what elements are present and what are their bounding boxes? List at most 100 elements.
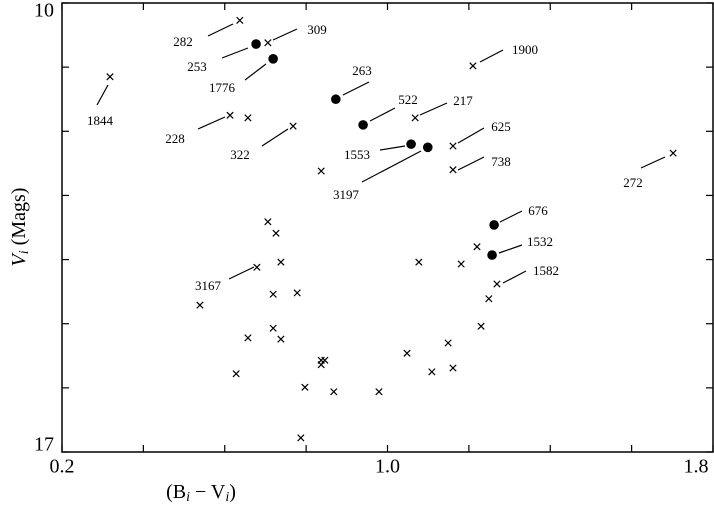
x-label-part: ) bbox=[229, 481, 236, 503]
cross-point bbox=[403, 349, 411, 357]
point-label: 1582 bbox=[533, 263, 559, 278]
cross-point bbox=[411, 114, 419, 122]
cross-point bbox=[449, 142, 457, 150]
cross-point bbox=[493, 280, 501, 288]
cross-point bbox=[449, 166, 457, 174]
cross-point bbox=[269, 290, 277, 298]
point-label: 1532 bbox=[527, 234, 553, 249]
dot-point bbox=[268, 54, 278, 64]
dot-point bbox=[251, 39, 261, 49]
point-label: 1844 bbox=[87, 113, 114, 128]
label-leader bbox=[502, 270, 527, 284]
x-label-part: − V bbox=[190, 481, 226, 503]
cross-point bbox=[444, 339, 452, 347]
dot-point bbox=[422, 142, 433, 153]
point-label: 253 bbox=[187, 59, 207, 74]
label-leader bbox=[369, 107, 396, 122]
point-label: 1553 bbox=[344, 147, 370, 162]
point-label: 676 bbox=[528, 203, 548, 218]
y-tick-label: 10 bbox=[34, 0, 54, 22]
label-leader bbox=[96, 84, 109, 106]
point-label: 738 bbox=[491, 154, 511, 169]
label-leader bbox=[640, 156, 666, 169]
point-label: 1776 bbox=[209, 80, 236, 95]
y-label-part: i bbox=[17, 250, 32, 254]
label-leader bbox=[197, 116, 226, 130]
label-leader bbox=[498, 244, 523, 254]
point-label: 309 bbox=[307, 22, 327, 37]
cross-point bbox=[375, 388, 383, 396]
cross-point bbox=[244, 114, 252, 122]
label-leader bbox=[457, 127, 485, 144]
x-label-part: i bbox=[225, 490, 229, 505]
x-label-part: (B bbox=[166, 481, 186, 503]
point-label: 3197 bbox=[333, 187, 360, 202]
cross-point bbox=[330, 388, 338, 396]
y-axis-label: Vi (Mags) bbox=[8, 188, 33, 267]
cross-point bbox=[236, 16, 244, 24]
cross-point bbox=[264, 39, 272, 47]
label-leader bbox=[379, 145, 406, 151]
cross-point bbox=[277, 335, 285, 343]
cross-point bbox=[428, 368, 436, 376]
cross-point bbox=[232, 370, 240, 378]
y-label-part: (Mags) bbox=[8, 188, 30, 251]
x-label-part: i bbox=[186, 490, 190, 505]
label-leader bbox=[272, 28, 298, 41]
label-leader bbox=[499, 210, 523, 223]
label-leader bbox=[342, 81, 370, 96]
point-label: 1900 bbox=[512, 42, 538, 57]
cross-point bbox=[269, 324, 277, 332]
point-label: 272 bbox=[623, 175, 643, 190]
label-leader bbox=[228, 266, 255, 280]
cross-point bbox=[293, 289, 301, 297]
cross-point bbox=[297, 434, 305, 442]
cross-point bbox=[244, 334, 252, 342]
cross-point bbox=[477, 322, 485, 330]
cross-point bbox=[317, 167, 325, 175]
cross-point bbox=[253, 263, 261, 271]
y-label-part: V bbox=[8, 251, 30, 266]
cross-point bbox=[196, 301, 204, 309]
x-axis-label: (Bi − Vi) bbox=[166, 481, 236, 506]
x-tick-label: 1.8 bbox=[684, 456, 709, 478]
label-leader bbox=[244, 63, 267, 81]
dot-point bbox=[406, 139, 416, 149]
y-tick-label: 17 bbox=[34, 434, 54, 456]
point-label: 522 bbox=[398, 92, 418, 107]
cross-point bbox=[473, 243, 481, 251]
cross-point bbox=[264, 218, 272, 226]
label-leader bbox=[261, 128, 289, 147]
cross-point bbox=[415, 258, 423, 266]
cross-point bbox=[226, 111, 234, 119]
cross-point bbox=[277, 258, 285, 266]
cross-point bbox=[669, 149, 677, 157]
cross-point bbox=[449, 364, 457, 372]
point-label: 282 bbox=[173, 34, 193, 49]
plot-frame bbox=[61, 2, 714, 453]
cross-point bbox=[485, 295, 493, 303]
cross-point bbox=[317, 361, 325, 369]
point-label: 322 bbox=[230, 147, 250, 162]
label-leader bbox=[361, 150, 422, 183]
dot-point bbox=[331, 94, 341, 105]
x-tick-label: 1.0 bbox=[375, 456, 400, 478]
point-label: 217 bbox=[453, 93, 473, 108]
dot-point bbox=[489, 220, 499, 230]
point-label: 3167 bbox=[195, 278, 222, 293]
label-leader bbox=[479, 49, 504, 63]
point-label: 625 bbox=[491, 119, 511, 134]
label-leader bbox=[221, 47, 249, 59]
label-leader bbox=[457, 156, 485, 171]
label-leader bbox=[419, 102, 448, 116]
cross-point bbox=[272, 229, 280, 237]
cross-point bbox=[457, 260, 465, 268]
cross-point bbox=[106, 73, 114, 81]
point-label: 228 bbox=[165, 131, 185, 146]
x-tick-label: 0.2 bbox=[50, 456, 75, 478]
dot-point bbox=[487, 250, 497, 260]
cross-point bbox=[469, 62, 477, 70]
cross-point bbox=[289, 122, 297, 130]
